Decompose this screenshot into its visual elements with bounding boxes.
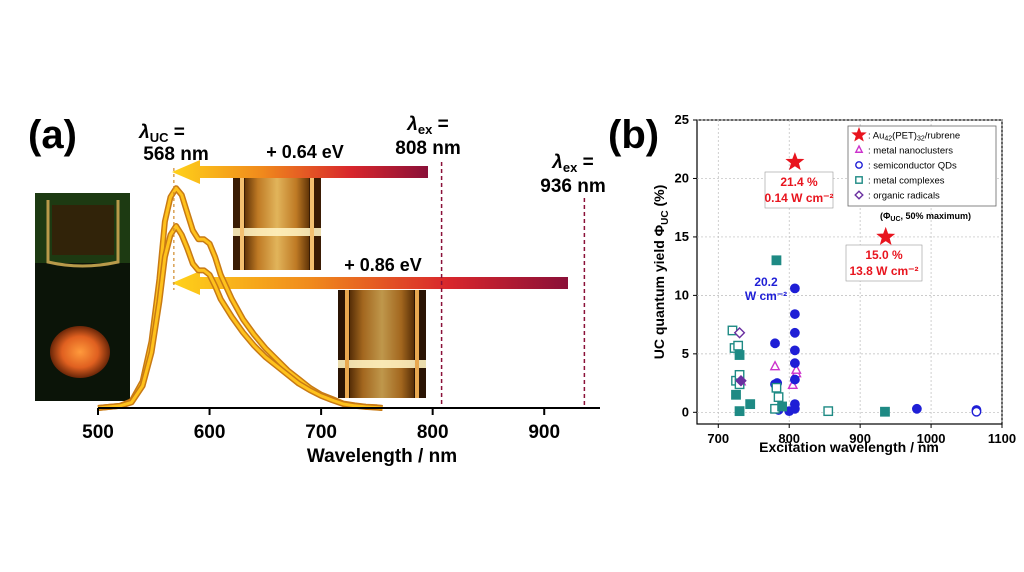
legend-marker-circle [855, 161, 863, 169]
data-point-circle [789, 327, 800, 338]
panel-a: (a) 5 [28, 113, 606, 467]
x-axis-label-a: Wavelength / nm [307, 446, 457, 467]
data-point-square [734, 350, 745, 360]
emission-curve [97, 224, 383, 410]
x-ticks-a: 500 600 700 800 900 [82, 408, 560, 443]
scatter-points [727, 152, 982, 417]
legend-label: : organic radicals [868, 191, 940, 202]
legend-label: : Au42(PET)32/rubrene [868, 131, 960, 143]
data-point-circle [789, 374, 800, 385]
data-point-square [745, 399, 756, 410]
legend-items: : Au42(PET)32/rubrene : metal nanocluster… [851, 126, 960, 202]
data-point-circle [971, 406, 982, 417]
energy-shift-086: + 0.86 eV [344, 255, 422, 275]
data-point-triangle [769, 360, 781, 371]
lambda-ex1-label: λex = [406, 114, 448, 137]
y-tick-label-b: 10 [675, 287, 689, 302]
annotation-214-power: 0.14 W cm⁻² [764, 191, 833, 205]
energy-shift-064: + 0.64 eV [266, 142, 344, 162]
ticks-b: 700 800 900 1000 1100 0 5 10 15 20 25 [675, 112, 1017, 446]
annotation-202-yield: 20.2 [754, 275, 778, 289]
x-tick-label-a: 500 [82, 422, 114, 443]
y-tick-label-b: 25 [675, 112, 689, 127]
data-point-diamond [735, 374, 747, 387]
data-point-square [823, 406, 834, 417]
legend-marker-diamond [854, 190, 864, 200]
x-tick-label-b: 900 [849, 431, 871, 446]
lambda-uc-label: λUC = [138, 122, 185, 145]
legend-marker-triangle [854, 144, 864, 153]
x-tick-label-a: 900 [528, 422, 560, 443]
data-point-circle [911, 403, 922, 414]
x-tick-label-b: 800 [778, 431, 800, 446]
x-tick-label-a: 600 [194, 422, 226, 443]
excitation-markers [173, 162, 586, 408]
lambda-ex1-value: 808 nm [395, 138, 460, 159]
y-tick-label-b: 0 [682, 404, 689, 419]
x-tick-label-b: 1000 [917, 431, 946, 446]
data-point-square [880, 406, 890, 417]
data-point-square [771, 255, 782, 266]
legend-note: (ΦUC, 50% maximum) [880, 211, 971, 223]
data-point-square [773, 392, 784, 403]
legend-label: : semiconductor QDs [868, 161, 957, 172]
vial-photo [35, 193, 130, 401]
data-point-square [777, 401, 788, 412]
annotation-150-power: 13.8 W cm⁻² [849, 264, 918, 278]
y-tick-label-b: 20 [675, 170, 689, 185]
data-point-square [733, 340, 744, 351]
data-point-circle [789, 345, 800, 356]
lambda-ex2-label: λex = [551, 152, 593, 175]
data-point-triangle [790, 363, 802, 374]
panel-b: (b) 700 800 900 1000 1100 0 5 10 15 20 25 Excitati… [608, 112, 1016, 455]
data-point-square [731, 389, 741, 400]
annotation-box-150 [845, 244, 923, 282]
panel-b-label: (b) [608, 113, 659, 157]
lambda-uc-value: 568 nm [143, 144, 208, 165]
y-axis-label-b: UC quantum yield ΦUC (%) [651, 185, 671, 360]
lambda-ex2-value: 936 nm [540, 176, 605, 197]
data-point-square [734, 406, 745, 417]
data-point-star [876, 226, 896, 246]
annotation-202-power: W cm⁻² [745, 289, 787, 303]
y-tick-label-b: 15 [675, 229, 689, 244]
cuvette-photo-808 [233, 178, 321, 270]
arrow-936-to-568 [172, 271, 568, 295]
x-tick-label-a: 800 [417, 422, 449, 443]
legend-label: : metal complexes [868, 176, 945, 187]
annotation-214-yield: 21.4 % [780, 175, 818, 189]
arrow-808-to-568 [172, 160, 428, 184]
legend-box [847, 125, 997, 207]
data-point-star [785, 152, 805, 171]
legend-marker-square [855, 176, 863, 184]
data-point-circle [770, 338, 780, 349]
data-point-circle [789, 283, 800, 294]
legend-label: : metal nanoclusters [868, 146, 953, 157]
data-point-circle [789, 358, 800, 369]
legend-marker-star [851, 126, 867, 142]
legend: : Au42(PET)32/rubrene : metal nanocluster… [847, 125, 997, 223]
data-point-circle [789, 309, 800, 319]
x-tick-label-b: 700 [707, 431, 729, 446]
data-point-square [771, 382, 782, 393]
x-tick-label-a: 700 [305, 422, 337, 443]
x-axis-label-b: Excitation wavelength / nm [759, 439, 939, 455]
y-tick-label-b: 5 [682, 346, 689, 361]
annotation-150-yield: 15.0 % [865, 248, 903, 262]
emission-curves [97, 185, 383, 411]
data-point-circle [789, 403, 800, 414]
x-tick-label-b: 1100 [988, 431, 1016, 446]
data-point-diamond [733, 327, 746, 339]
cuvette-photo-936 [338, 290, 426, 398]
panel-a-label: (a) [28, 113, 77, 157]
annotation-box-214 [764, 171, 834, 209]
